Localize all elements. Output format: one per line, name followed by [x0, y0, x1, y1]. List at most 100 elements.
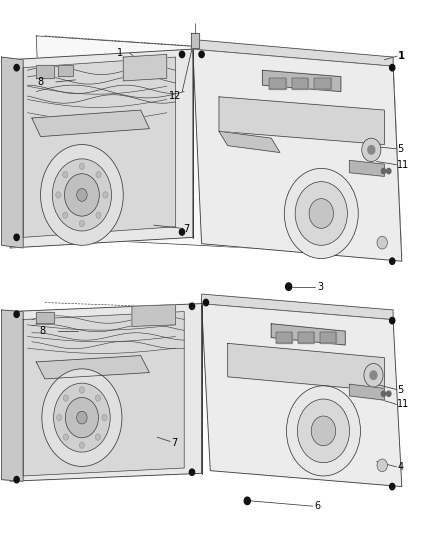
Circle shape: [381, 168, 386, 174]
Text: 1: 1: [117, 49, 123, 58]
Circle shape: [390, 317, 395, 324]
Polygon shape: [262, 70, 341, 92]
Text: 7: 7: [184, 224, 190, 235]
Text: 11: 11: [397, 399, 410, 409]
Circle shape: [309, 199, 333, 228]
Text: 11: 11: [397, 160, 410, 169]
Polygon shape: [201, 304, 402, 487]
Text: 7: 7: [171, 438, 177, 448]
Circle shape: [286, 283, 292, 290]
Polygon shape: [36, 36, 402, 256]
Circle shape: [77, 189, 87, 201]
Circle shape: [63, 395, 68, 401]
Circle shape: [180, 229, 185, 235]
Polygon shape: [298, 332, 314, 343]
Circle shape: [189, 469, 194, 475]
Polygon shape: [36, 356, 149, 379]
Text: 8: 8: [40, 326, 46, 336]
Polygon shape: [23, 312, 184, 476]
Polygon shape: [36, 65, 53, 78]
Text: 1: 1: [398, 51, 406, 61]
Circle shape: [52, 159, 112, 231]
Circle shape: [103, 192, 108, 198]
Circle shape: [362, 138, 381, 161]
Circle shape: [381, 391, 386, 397]
Polygon shape: [23, 57, 176, 237]
Circle shape: [203, 300, 208, 306]
Polygon shape: [32, 110, 149, 136]
Circle shape: [364, 364, 383, 387]
Circle shape: [297, 399, 350, 463]
Polygon shape: [58, 65, 73, 76]
Polygon shape: [123, 54, 167, 81]
Polygon shape: [10, 304, 201, 481]
Circle shape: [14, 64, 19, 71]
Polygon shape: [1, 57, 23, 248]
Circle shape: [390, 64, 395, 71]
Circle shape: [387, 391, 391, 397]
Text: 8: 8: [37, 77, 43, 87]
Circle shape: [96, 172, 101, 178]
Circle shape: [14, 477, 19, 483]
Circle shape: [41, 144, 123, 245]
Circle shape: [368, 146, 375, 154]
Circle shape: [370, 371, 377, 379]
Circle shape: [390, 258, 395, 264]
Polygon shape: [276, 332, 292, 343]
Circle shape: [95, 434, 100, 440]
Circle shape: [56, 192, 61, 198]
Circle shape: [63, 434, 68, 440]
Circle shape: [65, 398, 99, 438]
Polygon shape: [1, 310, 23, 481]
Circle shape: [63, 172, 68, 178]
Circle shape: [199, 51, 204, 58]
Circle shape: [64, 174, 99, 216]
Polygon shape: [201, 294, 393, 319]
Circle shape: [42, 369, 122, 466]
Polygon shape: [350, 384, 385, 400]
Circle shape: [63, 212, 68, 219]
Polygon shape: [219, 131, 280, 152]
Circle shape: [79, 387, 85, 393]
Polygon shape: [314, 78, 331, 90]
Text: 5: 5: [397, 384, 404, 394]
Polygon shape: [271, 324, 345, 345]
Polygon shape: [350, 160, 385, 176]
Circle shape: [102, 415, 107, 421]
Circle shape: [57, 415, 62, 421]
Circle shape: [295, 182, 347, 245]
Text: 5: 5: [397, 144, 404, 154]
Circle shape: [77, 411, 87, 424]
Circle shape: [189, 303, 194, 310]
Polygon shape: [292, 78, 308, 90]
Circle shape: [311, 416, 336, 446]
Circle shape: [377, 236, 388, 249]
Polygon shape: [193, 39, 393, 66]
Circle shape: [53, 383, 110, 452]
Circle shape: [180, 51, 185, 58]
Text: 3: 3: [317, 281, 323, 292]
Polygon shape: [191, 33, 199, 48]
Circle shape: [14, 234, 19, 240]
Circle shape: [387, 168, 391, 174]
Circle shape: [390, 483, 395, 490]
Polygon shape: [228, 343, 385, 391]
Circle shape: [286, 386, 360, 476]
Polygon shape: [193, 49, 402, 261]
Polygon shape: [320, 332, 336, 343]
Circle shape: [377, 459, 388, 472]
Polygon shape: [10, 49, 193, 248]
Polygon shape: [219, 97, 385, 144]
Circle shape: [79, 442, 85, 448]
Circle shape: [95, 395, 100, 401]
Circle shape: [96, 212, 101, 219]
Circle shape: [79, 220, 85, 227]
Circle shape: [244, 497, 251, 505]
Text: 12: 12: [169, 91, 181, 101]
Circle shape: [79, 163, 85, 169]
Circle shape: [14, 311, 19, 317]
Polygon shape: [36, 312, 53, 323]
Polygon shape: [132, 305, 176, 326]
Text: 6: 6: [314, 501, 320, 511]
Polygon shape: [269, 78, 286, 90]
